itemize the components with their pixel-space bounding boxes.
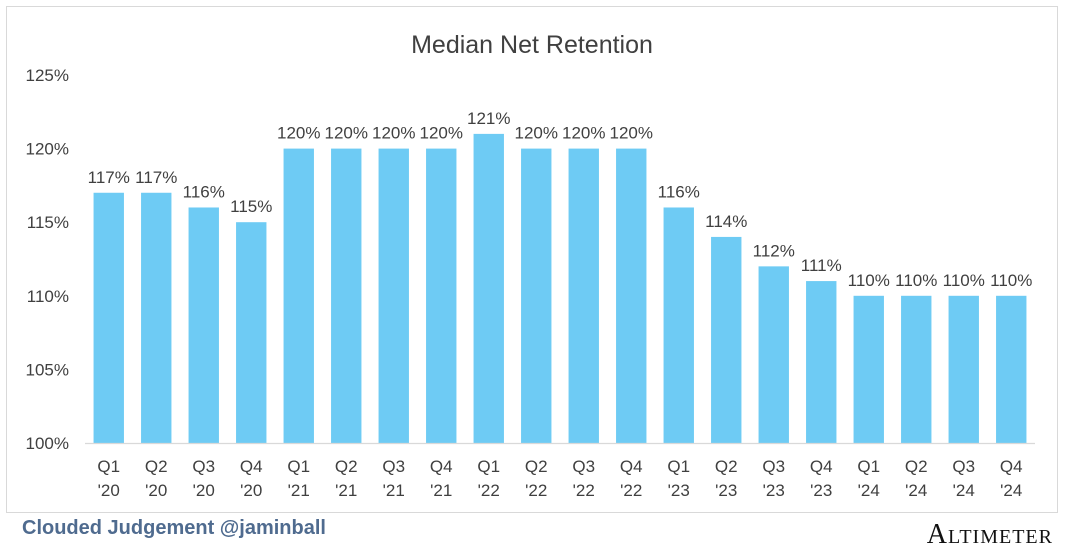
source-credit: Clouded Judgement @jaminball <box>22 517 326 539</box>
x-tick-label-quarter: Q3 <box>762 457 785 476</box>
x-tick-label-year: '23 <box>668 481 690 500</box>
bar <box>283 148 314 443</box>
bar-chart: Median Net Retention 100% 105% 110% 115% 120… <box>26 31 1035 500</box>
data-label: 116% <box>658 182 700 201</box>
data-label: 117% <box>135 168 177 187</box>
x-tick-label-quarter: Q4 <box>810 457 833 476</box>
x-tick-label-quarter: Q4 <box>430 457 453 476</box>
bars <box>93 133 1027 443</box>
x-tick-label-year: '21 <box>335 481 357 500</box>
x-tick-label-quarter: Q4 <box>620 457 643 476</box>
x-tick-label-quarter: Q1 <box>667 457 690 476</box>
x-tick-label-year: '23 <box>810 481 832 500</box>
x-tick-label-quarter: Q1 <box>857 457 880 476</box>
bar <box>663 207 694 443</box>
data-label: 120% <box>515 124 558 143</box>
bar <box>236 222 267 443</box>
bar <box>616 148 647 443</box>
x-tick-label-quarter: Q4 <box>240 457 263 476</box>
x-tick-label-quarter: Q4 <box>1000 457 1023 476</box>
x-tick-label-year: '20 <box>240 481 262 500</box>
x-tick-label-year: '22 <box>525 481 547 500</box>
bar <box>711 236 742 443</box>
data-label: 115% <box>230 197 272 216</box>
y-tick-label: 115% <box>27 213 69 232</box>
x-tick-label-year: '24 <box>858 481 880 500</box>
x-tick-label-quarter: Q2 <box>525 457 548 476</box>
chart-frame: Median Net Retention 100% 105% 110% 115% 120… <box>6 6 1058 513</box>
data-labels: 117% 117%116%115%120% 120% 120% 120%121%120%… <box>88 109 1033 290</box>
data-label: 120% <box>277 124 320 143</box>
data-label: 120% <box>610 124 653 143</box>
bar <box>331 148 362 443</box>
x-tick-label-quarter: Q3 <box>572 457 595 476</box>
x-tick-label-quarter: Q1 <box>477 457 500 476</box>
y-tick-label: 125% <box>26 66 69 85</box>
data-label: 111% <box>801 256 842 275</box>
x-tick-label-year: '21 <box>288 481 310 500</box>
x-tick-label-year: '24 <box>953 481 975 500</box>
bar <box>473 133 504 443</box>
x-tick-label-year: '24 <box>1000 481 1022 500</box>
x-tick-label-year: '21 <box>383 481 405 500</box>
x-tick-label-year: '24 <box>905 481 927 500</box>
data-label: 120% <box>372 124 415 143</box>
bar <box>996 295 1027 443</box>
x-tick-label-quarter: Q2 <box>905 457 928 476</box>
x-tick-label-quarter: Q1 <box>287 457 310 476</box>
bar <box>948 295 979 443</box>
x-tick-label-year: '20 <box>145 481 167 500</box>
x-tick-label-year: '23 <box>763 481 785 500</box>
data-label: 114% <box>705 212 747 231</box>
x-tick-label-year: '22 <box>478 481 500 500</box>
x-tick-label-quarter: Q1 <box>97 457 120 476</box>
x-tick-label-quarter: Q2 <box>335 457 358 476</box>
y-tick-label: 110% <box>27 287 69 306</box>
y-tick-label: 100% <box>26 434 69 453</box>
bar <box>568 148 599 443</box>
x-tick-label-quarter: Q2 <box>145 457 168 476</box>
data-label: 120% <box>420 124 463 143</box>
bar <box>378 148 409 443</box>
x-tick-label-quarter: Q3 <box>382 457 405 476</box>
x-tick-label-year: '21 <box>430 481 452 500</box>
data-label: 110% <box>895 271 937 290</box>
x-tick-label-quarter: Q3 <box>192 457 215 476</box>
bar <box>901 295 932 443</box>
brand-logo: Altimeter <box>926 519 1053 550</box>
x-tick-label-quarter: Q2 <box>715 457 738 476</box>
data-label: 110% <box>943 271 985 290</box>
x-axis: Q1 '20 Q2 '20 Q3 '20 Q4 '20 Q1 '21 Q2 '21 Q3 '21 Q4 '21… <box>85 442 1035 500</box>
data-label: 120% <box>562 124 605 143</box>
bar <box>93 192 124 443</box>
bar <box>521 148 552 443</box>
y-axis: 100% 105% 110% 115% 120% 125% <box>26 66 69 453</box>
y-tick-label: 120% <box>26 140 69 159</box>
data-label: 110% <box>848 271 890 290</box>
data-label: 116% <box>183 182 225 201</box>
x-tick-label-year: '23 <box>715 481 737 500</box>
bar <box>758 266 789 443</box>
data-label: 117% <box>88 168 130 187</box>
y-tick-label: 105% <box>26 360 69 379</box>
bar <box>141 192 172 443</box>
bar <box>806 281 837 443</box>
data-label: 110% <box>990 271 1032 290</box>
x-tick-label-quarter: Q3 <box>952 457 975 476</box>
x-tick-label-year: '22 <box>620 481 642 500</box>
x-tick-label-year: '20 <box>98 481 120 500</box>
data-label: 112% <box>753 241 795 260</box>
bar <box>188 207 219 443</box>
data-label: 121% <box>467 109 510 128</box>
x-tick-label-year: '20 <box>193 481 215 500</box>
x-tick-label-year: '22 <box>573 481 595 500</box>
bar <box>426 148 457 443</box>
data-label: 120% <box>325 124 368 143</box>
chart-title: Median Net Retention <box>411 31 653 59</box>
bar <box>853 295 884 443</box>
